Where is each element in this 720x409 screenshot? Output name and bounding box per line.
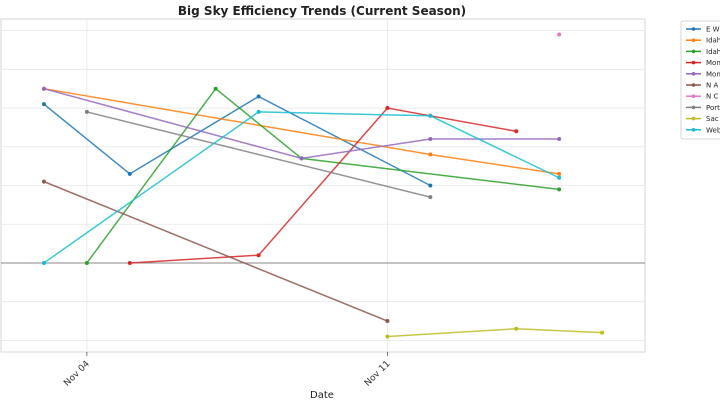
data-point [385,319,390,324]
legend-marker [691,116,696,121]
x-axis-label: Date [310,390,334,401]
data-point [256,253,261,258]
data-point [41,102,46,107]
data-point [41,86,46,91]
x-tick-label: Nov 11 [363,359,393,389]
data-point [514,129,519,134]
data-point [557,32,562,37]
series-line [86,111,431,198]
data-point [428,137,433,142]
legend-marker [691,72,696,76]
legend-label: Mon [706,59,720,67]
data-point [428,183,433,188]
x-tick-label: Nov 04 [62,359,92,389]
legend-marker [691,60,696,65]
legend-label: Idah [706,48,720,56]
legend-label: N A [706,82,718,90]
data-point [385,334,390,339]
legend-marker [691,105,696,110]
data-point [557,175,562,180]
legend-marker [691,83,696,87]
data-point [84,109,89,114]
legend-label: Port [706,104,720,112]
legend-label: Mon [706,70,720,78]
legend-marker [691,27,696,31]
data-point [428,195,433,200]
data-point [557,187,562,192]
data-point [514,326,519,331]
legend-marker [691,128,696,132]
data-point [256,109,261,114]
chart-title: Big Sky Efficiency Trends (Current Seaso… [178,4,466,18]
data-point [600,330,605,335]
series-line [43,111,560,264]
series-line [43,87,560,175]
series-line [43,95,431,187]
data-point [127,260,132,265]
data-point [385,106,390,111]
data-point [213,86,218,91]
data-point [299,156,304,161]
data-point [557,137,562,142]
data-point [41,179,46,184]
series-line [43,180,388,322]
data-point [127,171,132,176]
data-point [428,152,433,157]
legend-marker [691,94,696,98]
legend-box [680,20,720,140]
data-point [256,94,261,99]
legend-label: Idah [706,37,720,45]
data-point [84,260,89,265]
series-line [387,328,603,338]
data-point [428,113,433,118]
legend-label: N C [706,93,718,101]
series-line [86,87,560,264]
legend-label: Sac [706,115,719,123]
legend-marker [691,49,696,54]
data-point [41,260,46,265]
legend-label: E W [706,26,720,34]
series-line [43,87,560,160]
data-point [557,171,562,176]
legend-label: Web [706,126,720,134]
legend-marker [691,38,696,42]
